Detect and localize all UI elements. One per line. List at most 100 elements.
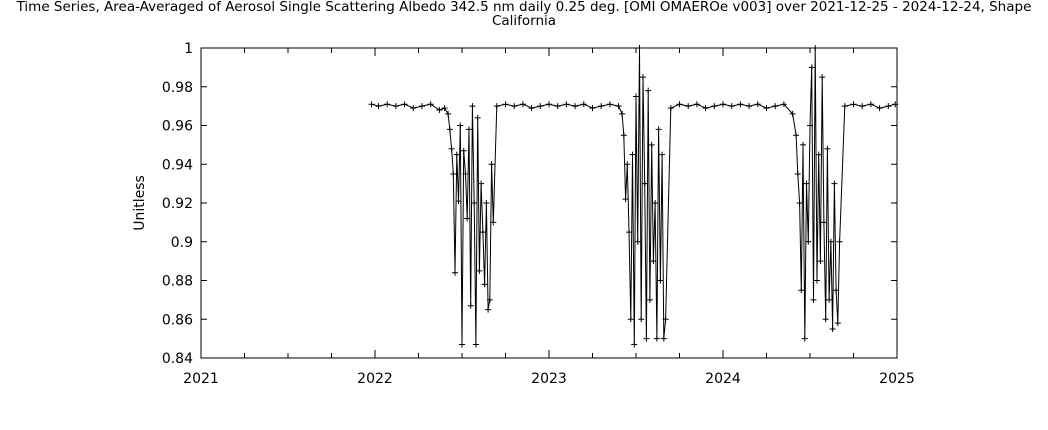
x-tick-label: 2021	[183, 371, 219, 387]
chart-title-line-1: Time Series, Area-Averaged of Aerosol Si…	[16, 0, 1032, 15]
data-point	[653, 335, 660, 342]
data-point	[746, 103, 753, 110]
data-point	[519, 101, 526, 108]
y-tick-label: 0.96	[162, 119, 193, 135]
data-point	[836, 238, 843, 245]
data-point	[615, 103, 622, 110]
data-point	[472, 341, 479, 348]
data-point	[634, 238, 641, 245]
data-point	[572, 103, 579, 110]
data-point	[638, 316, 645, 323]
data-point	[483, 200, 490, 206]
y-tick-label: 0.84	[162, 351, 193, 367]
data-point	[493, 103, 500, 110]
data-point	[639, 74, 646, 81]
data-point	[812, 45, 819, 51]
data-point	[606, 101, 613, 108]
chart-title: Time Series, Area-Averaged of Aerosol Si…	[0, 0, 1048, 28]
x-tick-label: 2024	[705, 371, 741, 387]
data-point	[676, 101, 683, 108]
data-point	[867, 101, 874, 108]
data-point	[631, 341, 638, 348]
data-point	[711, 103, 718, 110]
data-point	[436, 107, 443, 113]
data-point	[368, 101, 375, 108]
y-tick-label: 1	[184, 41, 193, 57]
data-point	[754, 101, 761, 108]
data-point	[441, 105, 448, 112]
data-point	[629, 151, 636, 158]
data-point	[876, 105, 883, 112]
data-point	[892, 101, 899, 108]
axes-group: 0.84 0.86 0.88 0.9 0.92 0.94 0.96 0.98 1 2021 2022…	[162, 41, 915, 387]
y-tick-label: 0.98	[162, 80, 193, 96]
data-point	[418, 103, 425, 110]
data-point	[685, 103, 692, 110]
data-point	[798, 287, 805, 294]
data-point	[619, 110, 626, 117]
data-point	[490, 219, 497, 226]
data-point	[626, 229, 633, 236]
data-point	[800, 141, 807, 148]
data-point	[554, 103, 561, 110]
data-point	[728, 103, 735, 110]
data-point	[633, 93, 639, 100]
data-point	[808, 64, 815, 71]
data-point	[471, 200, 478, 206]
data-point	[824, 145, 831, 152]
data-point	[720, 101, 726, 108]
y-tick-label: 0.88	[162, 274, 193, 290]
data-point	[453, 151, 460, 158]
data-point	[455, 198, 462, 205]
x-tick-label: 2023	[531, 371, 567, 387]
data-point	[662, 316, 669, 323]
data-point	[646, 296, 653, 303]
data-point	[546, 101, 552, 108]
data-point	[464, 215, 471, 222]
data-point	[450, 170, 457, 177]
data-point	[652, 200, 659, 206]
data-point	[702, 105, 709, 112]
data-point	[660, 335, 667, 342]
data-point	[807, 122, 813, 129]
data-point	[815, 151, 822, 158]
data-point	[457, 122, 464, 129]
data-point	[833, 287, 840, 294]
data-point	[796, 200, 803, 206]
data-point	[737, 101, 744, 108]
x-tick-label: 2025	[879, 371, 915, 387]
data-point	[627, 316, 634, 323]
x-tick-label: 2022	[357, 371, 393, 387]
data-point	[841, 103, 848, 110]
data-point	[885, 103, 892, 110]
data-point	[789, 110, 796, 117]
data-point	[448, 145, 455, 152]
data-point	[502, 101, 509, 108]
chart-title-line-2: California	[491, 13, 557, 29]
data-point	[460, 147, 467, 154]
data-point	[805, 238, 812, 245]
data-point	[478, 180, 485, 187]
data-point	[648, 141, 655, 148]
series-group	[368, 45, 899, 348]
data-point	[763, 105, 770, 112]
data-point	[826, 296, 833, 303]
data-point	[801, 335, 808, 342]
data-point	[827, 238, 834, 245]
data-point	[794, 170, 801, 177]
data-point	[485, 306, 492, 313]
y-tick-label: 0.94	[162, 157, 193, 173]
data-point	[810, 296, 817, 303]
data-point	[780, 101, 787, 108]
data-point	[693, 101, 700, 108]
data-point	[831, 180, 838, 187]
data-point	[474, 114, 481, 121]
data-point	[667, 105, 674, 112]
data-point	[636, 45, 643, 51]
data-point	[850, 101, 857, 108]
data-point	[479, 229, 486, 236]
data-point	[834, 320, 841, 327]
y-tick-label: 0.92	[162, 196, 193, 212]
data-point	[645, 87, 652, 94]
